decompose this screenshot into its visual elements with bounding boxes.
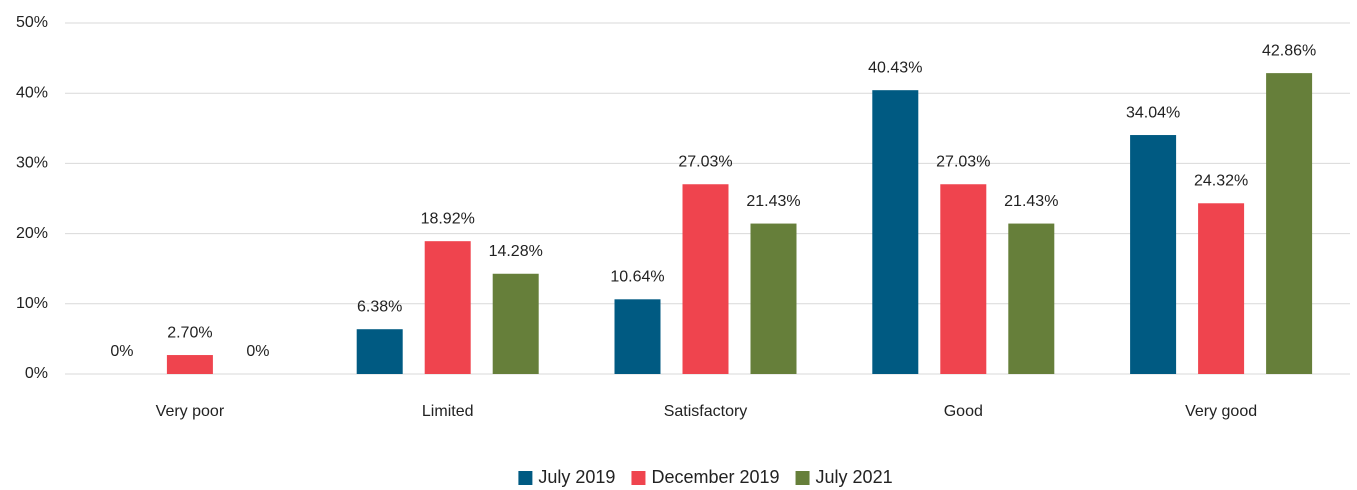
value-label: 14.28% (489, 243, 543, 260)
bar (614, 299, 661, 374)
value-label: 27.03% (678, 153, 732, 170)
bar (1266, 73, 1313, 374)
value-label: 18.92% (421, 210, 475, 227)
y-tick-label: 50% (16, 14, 48, 31)
bar (1008, 223, 1055, 374)
value-label: 40.43% (868, 59, 922, 76)
bar (1130, 135, 1177, 374)
bar (356, 329, 403, 374)
x-tick-label: Good (944, 403, 983, 420)
value-label: 27.03% (936, 153, 990, 170)
bar (940, 184, 987, 374)
value-label: 0% (110, 343, 133, 360)
bar (424, 241, 471, 374)
y-tick-label: 40% (16, 84, 48, 101)
value-label: 10.64% (610, 269, 664, 286)
legend-label: July 2019 (538, 467, 615, 487)
bar (166, 355, 213, 374)
x-tick-label: Limited (422, 403, 474, 420)
legend-label: December 2019 (651, 467, 779, 487)
y-tick-label: 20% (16, 225, 48, 242)
y-tick-label: 30% (16, 155, 48, 172)
bar (1198, 203, 1245, 374)
value-label: 34.04% (1126, 104, 1180, 121)
legend-swatch (631, 471, 646, 485)
value-label: 21.43% (1004, 193, 1058, 210)
value-label: 6.38% (357, 298, 402, 315)
bar (872, 90, 919, 374)
x-tick-label: Very good (1185, 403, 1257, 420)
legend-label: July 2021 (816, 467, 893, 487)
value-label: 42.86% (1262, 42, 1316, 59)
value-label: 24.32% (1194, 172, 1248, 189)
legend-swatch (795, 471, 810, 485)
legend-swatch (518, 471, 533, 485)
y-tick-label: 10% (16, 295, 48, 312)
value-label: 21.43% (746, 193, 800, 210)
x-tick-label: Very poor (156, 403, 225, 420)
y-tick-label: 0% (25, 365, 48, 382)
bar (750, 223, 797, 374)
value-label: 0% (246, 343, 269, 360)
x-tick-label: Satisfactory (664, 403, 748, 420)
bar (682, 184, 729, 374)
bar (492, 273, 539, 374)
value-label: 2.70% (167, 324, 212, 341)
